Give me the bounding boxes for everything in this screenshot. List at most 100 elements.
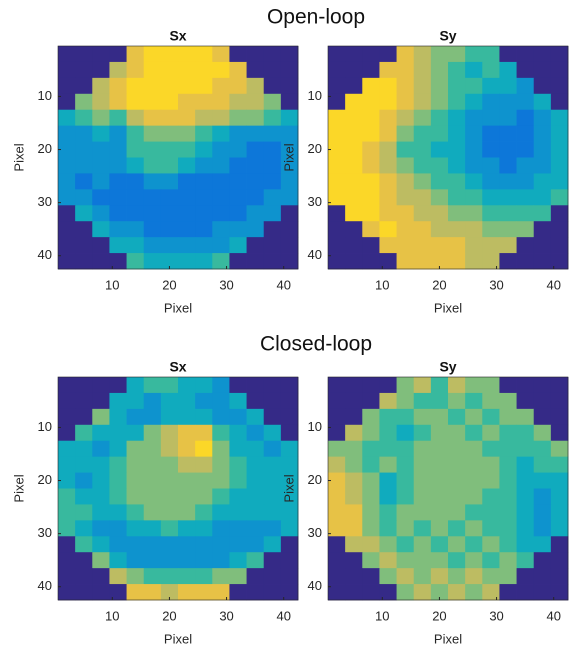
heatmap-cell <box>431 142 449 158</box>
heatmap-cell <box>465 142 483 158</box>
heatmap-cell <box>229 377 247 393</box>
heatmap-cell <box>212 520 230 536</box>
heatmap-cell <box>144 457 162 473</box>
heatmap-cell <box>328 552 346 568</box>
heatmap-cell <box>195 126 213 142</box>
heatmap-cell <box>161 205 179 221</box>
heatmap-cell <box>414 393 432 409</box>
heatmap-cell <box>517 441 535 457</box>
heatmap-cell <box>517 62 535 78</box>
heatmap-cell <box>281 110 299 126</box>
heatmap-cell <box>362 425 380 441</box>
heatmap-cell <box>448 584 466 600</box>
heatmap-cell <box>431 457 449 473</box>
heatmap-cell <box>281 409 299 425</box>
heatmap-cell <box>127 142 145 158</box>
heatmap-cell <box>281 504 299 520</box>
heatmap-cell <box>58 158 76 174</box>
heatmap-cell <box>229 584 247 600</box>
heatmap-cell <box>58 504 76 520</box>
heatmap-cell <box>109 173 127 189</box>
heatmap-cell <box>397 536 415 552</box>
heatmap-cell <box>431 473 449 489</box>
heatmap-cell <box>75 237 93 253</box>
heatmap-cell <box>161 457 179 473</box>
heatmap-cell <box>109 536 127 552</box>
heatmap-cell <box>229 78 247 94</box>
heatmap-cell <box>517 473 535 489</box>
heatmap-cell <box>109 473 127 489</box>
heatmap-cell <box>517 126 535 142</box>
heatmap-cell <box>465 253 483 269</box>
heatmap-cell <box>431 126 449 142</box>
heatmap-cell <box>397 409 415 425</box>
heatmap-cell <box>328 393 346 409</box>
heatmap-cell <box>212 78 230 94</box>
heatmap-cell <box>499 158 517 174</box>
heatmap-cell <box>229 94 247 110</box>
heatmap-cell <box>414 489 432 505</box>
heatmap-cell <box>465 62 483 78</box>
heatmap-cell <box>127 409 145 425</box>
heatmap-cell <box>534 520 552 536</box>
heatmap-cell <box>178 62 196 78</box>
heatmap-cell <box>75 110 93 126</box>
heatmap-cell <box>109 158 127 174</box>
heatmap-cell <box>482 457 500 473</box>
heatmap-cell <box>517 584 535 600</box>
heatmap-cell <box>431 221 449 237</box>
heatmap-cell <box>414 221 432 237</box>
heatmap-cell <box>75 409 93 425</box>
heatmap-cell <box>92 110 110 126</box>
heatmap-cell <box>465 473 483 489</box>
heatmap-cell <box>499 552 517 568</box>
heatmap-cell <box>517 552 535 568</box>
heatmap-cell <box>345 62 363 78</box>
heatmap-cell <box>92 552 110 568</box>
heatmap-cell <box>75 94 93 110</box>
heatmap-cell <box>161 504 179 520</box>
heatmap-cell <box>195 425 213 441</box>
heatmap-cell <box>161 536 179 552</box>
heatmap-cell <box>264 253 282 269</box>
heatmap-cell <box>379 237 397 253</box>
heatmap-cell <box>379 504 397 520</box>
heatmap-cell <box>247 46 265 62</box>
heatmap-cell <box>414 189 432 205</box>
heatmap-cell <box>161 173 179 189</box>
heatmap-cell <box>328 568 346 584</box>
heatmap-cell <box>144 504 162 520</box>
heatmap-cell <box>75 62 93 78</box>
heatmap-cell <box>195 173 213 189</box>
y-tick-label: 10 <box>308 88 322 103</box>
heatmap-cell <box>178 568 196 584</box>
heatmap-cell <box>247 552 265 568</box>
heatmap-cell <box>281 46 299 62</box>
heatmap-cell <box>178 584 196 600</box>
y-tick-label: 30 <box>38 194 52 209</box>
heatmap-cell <box>328 78 346 94</box>
heatmap-cell <box>247 126 265 142</box>
heatmap-cell <box>448 126 466 142</box>
heatmap-cell <box>161 552 179 568</box>
heatmap-cell <box>534 425 552 441</box>
heatmap-cell <box>195 457 213 473</box>
heatmap-cell <box>212 473 230 489</box>
heatmap-cell <box>75 377 93 393</box>
y-axis-label: Pixel <box>281 474 296 502</box>
x-tick-label: 40 <box>546 608 560 623</box>
heatmap-cell <box>195 237 213 253</box>
heatmap-cell <box>345 110 363 126</box>
heatmap-cell <box>212 253 230 269</box>
x-tick-label: 30 <box>489 277 503 292</box>
heatmap-cell <box>397 94 415 110</box>
heatmap-cell <box>362 568 380 584</box>
heatmap-cell <box>109 409 127 425</box>
heatmap-cell <box>75 205 93 221</box>
heatmap-cell <box>127 489 145 505</box>
heatmap-cell <box>195 568 213 584</box>
heatmap-cell <box>109 62 127 78</box>
heatmap-cell <box>161 520 179 536</box>
heatmap-cell <box>431 158 449 174</box>
heatmap-cell <box>414 504 432 520</box>
